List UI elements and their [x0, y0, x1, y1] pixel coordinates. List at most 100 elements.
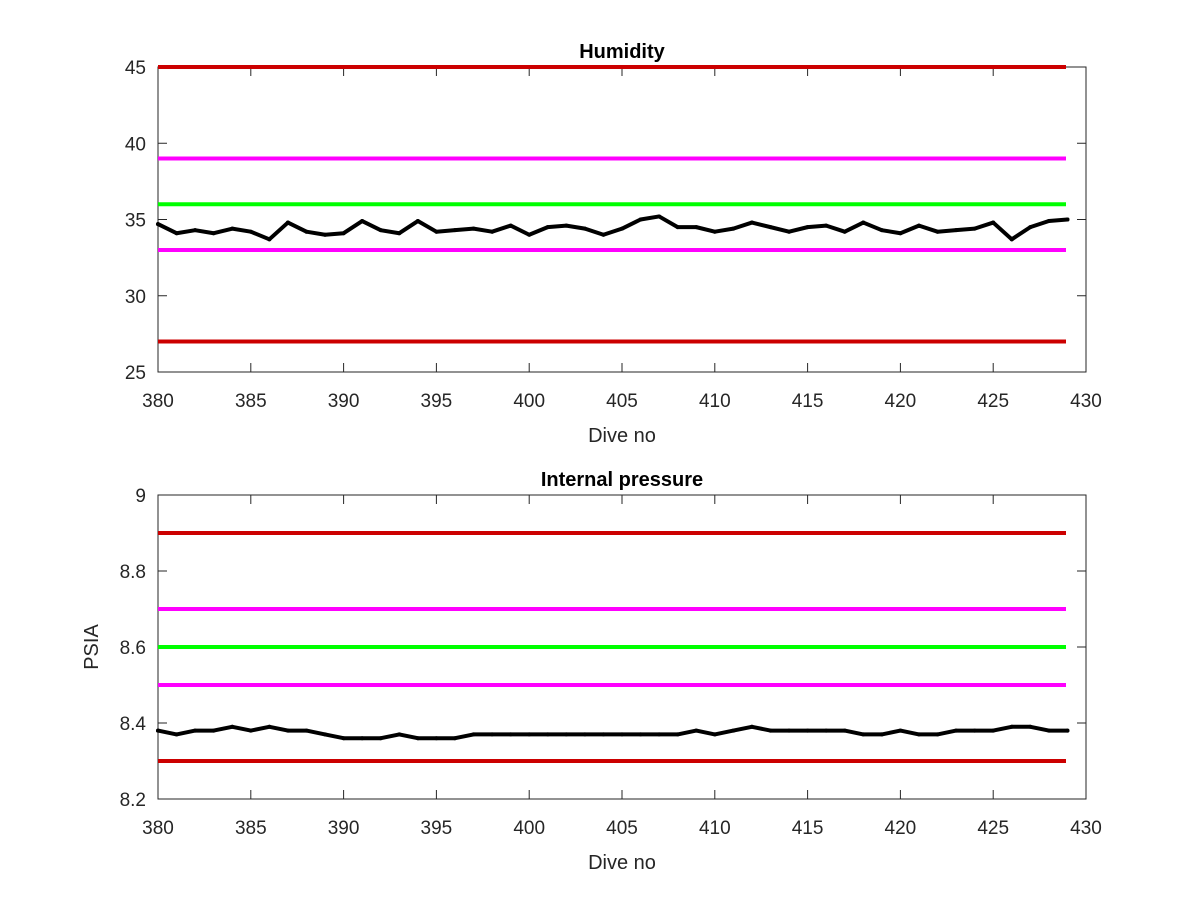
data-point [657, 214, 662, 219]
data-point [861, 220, 866, 225]
x-tick-label: 425 [977, 818, 1009, 839]
data-point [749, 220, 754, 225]
data-point [452, 736, 457, 741]
x-tick-label: 395 [421, 818, 453, 839]
x-tick-label: 415 [792, 818, 824, 839]
data-point [842, 728, 847, 733]
x-tick-label: 425 [977, 391, 1009, 412]
data-point [304, 229, 309, 234]
y-tick-label: 8.8 [120, 562, 146, 583]
data-point [879, 732, 884, 737]
x-tick-label: 385 [235, 391, 267, 412]
data-point [657, 732, 662, 737]
data-point [694, 728, 699, 733]
data-point [323, 232, 328, 237]
data-series-line [156, 214, 1070, 242]
data-point [1028, 225, 1033, 230]
data-point [916, 732, 921, 737]
data-series-line [156, 724, 1070, 741]
data-point [267, 237, 272, 242]
y-tick-label: 30 [125, 287, 146, 308]
y-tick-label: 35 [125, 211, 146, 232]
y-tick-label: 8.4 [120, 714, 147, 735]
data-point [248, 229, 253, 234]
data-point [545, 732, 550, 737]
data-point [638, 217, 643, 222]
data-point [508, 223, 513, 228]
data-point [712, 229, 717, 234]
chart-title: Humidity [579, 41, 665, 63]
data-point [675, 732, 680, 737]
y-tick-label: 9 [135, 486, 146, 507]
x-tick-label: 430 [1070, 391, 1102, 412]
x-tick-label: 390 [328, 818, 360, 839]
data-point [898, 231, 903, 236]
data-point [824, 223, 829, 228]
data-point [174, 231, 179, 236]
data-point [1009, 237, 1014, 242]
y-tick-label: 25 [125, 363, 146, 384]
data-point [378, 736, 383, 741]
data-point [434, 229, 439, 234]
data-point [508, 732, 513, 737]
data-point [824, 728, 829, 733]
y-axis-title: PSIA [81, 624, 103, 670]
x-axis-title: Dive no [588, 425, 656, 447]
data-point [935, 229, 940, 234]
data-point [341, 736, 346, 741]
data-point [397, 732, 402, 737]
data-point [564, 223, 569, 228]
x-tick-label: 400 [513, 818, 545, 839]
data-point [230, 226, 235, 231]
data-point [360, 736, 365, 741]
data-point [564, 732, 569, 737]
data-point [991, 728, 996, 733]
data-point [156, 728, 160, 733]
data-point [954, 728, 959, 733]
data-point [267, 724, 272, 729]
data-point [731, 728, 736, 733]
data-point [341, 231, 346, 236]
data-point [731, 226, 736, 231]
data-point [694, 225, 699, 230]
data-point [749, 724, 754, 729]
data-point [471, 226, 476, 231]
data-point [415, 219, 420, 224]
data-point [471, 732, 476, 737]
data-point [323, 732, 328, 737]
y-tick-label: 8.2 [120, 790, 146, 811]
data-point [582, 732, 587, 737]
data-point [304, 728, 309, 733]
data-point [285, 220, 290, 225]
data-point [954, 228, 959, 233]
data-point [527, 732, 532, 737]
data-point [972, 226, 977, 231]
data-point [898, 728, 903, 733]
data-point [545, 225, 550, 230]
x-tick-label: 415 [792, 391, 824, 412]
data-point [174, 732, 179, 737]
data-point [211, 728, 216, 733]
chart-title: Internal pressure [541, 469, 703, 491]
data-point [490, 732, 495, 737]
data-point [805, 728, 810, 733]
data-point [620, 226, 624, 231]
x-tick-label: 400 [513, 391, 545, 412]
data-point [842, 229, 847, 234]
data-point [991, 220, 996, 225]
data-point [768, 728, 773, 733]
data-point [156, 222, 160, 227]
humidity-chart: 380 385 390 395 400 405 410 415 420 425 430 25 30 35 4… [125, 41, 1102, 447]
data-point [527, 232, 532, 237]
data-point [601, 232, 606, 237]
data-point [916, 223, 921, 228]
x-tick-label: 430 [1070, 818, 1102, 839]
data-point [1009, 724, 1014, 729]
data-point [601, 732, 606, 737]
data-point [193, 728, 198, 733]
data-point [972, 728, 977, 733]
data-point [285, 728, 290, 733]
data-point [805, 225, 810, 230]
data-point [1028, 724, 1033, 729]
